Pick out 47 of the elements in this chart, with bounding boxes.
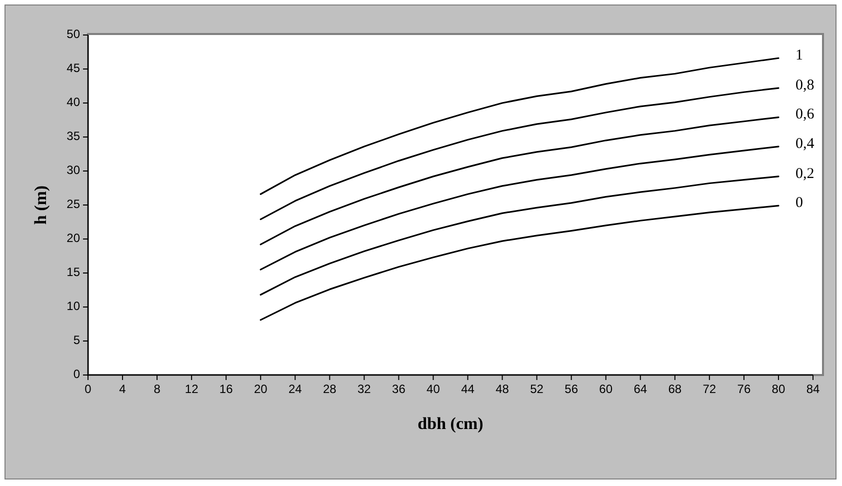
line-series (260, 57, 780, 195)
x-tick-label: 36 (392, 382, 406, 396)
x-tick-label: 64 (634, 382, 648, 396)
line-series (260, 146, 780, 270)
y-axis-title: h (m) (31, 185, 50, 225)
y-tick-label: 25 (66, 197, 80, 212)
line-series (260, 116, 780, 246)
x-tick-label: 20 (254, 382, 268, 396)
series-label: 0,4 (795, 136, 815, 152)
x-tick-label: 44 (461, 382, 475, 396)
series-label: 0,2 (795, 166, 814, 182)
line-series (260, 176, 780, 296)
x-tick-label: 52 (530, 382, 544, 396)
series-label: 0 (795, 195, 803, 212)
y-tick-label: 10 (66, 299, 80, 314)
x-tick-label: 68 (668, 382, 682, 396)
series-label: 1 (795, 48, 803, 64)
x-tick-label: 4 (119, 382, 126, 396)
y-tick-label: 20 (66, 231, 80, 246)
x-axis-title: dbh (cm) (418, 414, 484, 433)
x-tick-label: 16 (219, 382, 234, 396)
x-tick-label: 76 (737, 382, 751, 396)
y-tick-label: 0 (73, 367, 80, 382)
y-tick-label: 35 (66, 129, 80, 144)
y-tick-label: 5 (73, 333, 80, 348)
x-tick-label: 48 (496, 382, 510, 396)
x-tick-label: 8 (154, 382, 161, 396)
x-tick-label: 84 (806, 382, 820, 396)
x-tick-label: 32 (358, 382, 372, 396)
y-tick-label: 15 (66, 265, 80, 280)
y-tick-label: 50 (66, 27, 80, 42)
x-tick-label: 60 (599, 382, 613, 396)
x-tick-label: 24 (288, 382, 302, 396)
x-tick-label: 12 (184, 382, 199, 396)
series-label: 0,8 (795, 77, 814, 94)
x-tick-label: 80 (772, 382, 786, 396)
x-tick-label: 40 (426, 382, 440, 396)
y-tick-label: 30 (66, 163, 80, 178)
x-tick-label: 56 (564, 382, 578, 396)
x-tick-label: 72 (702, 382, 716, 396)
y-tick-label: 40 (66, 95, 80, 110)
y-tick-label: 45 (66, 61, 80, 76)
x-tick-label: 28 (322, 382, 337, 396)
series-label: 0,6 (795, 106, 815, 123)
line-series (260, 87, 780, 220)
line-series (260, 204, 780, 321)
x-tick-label: 0 (84, 382, 92, 396)
